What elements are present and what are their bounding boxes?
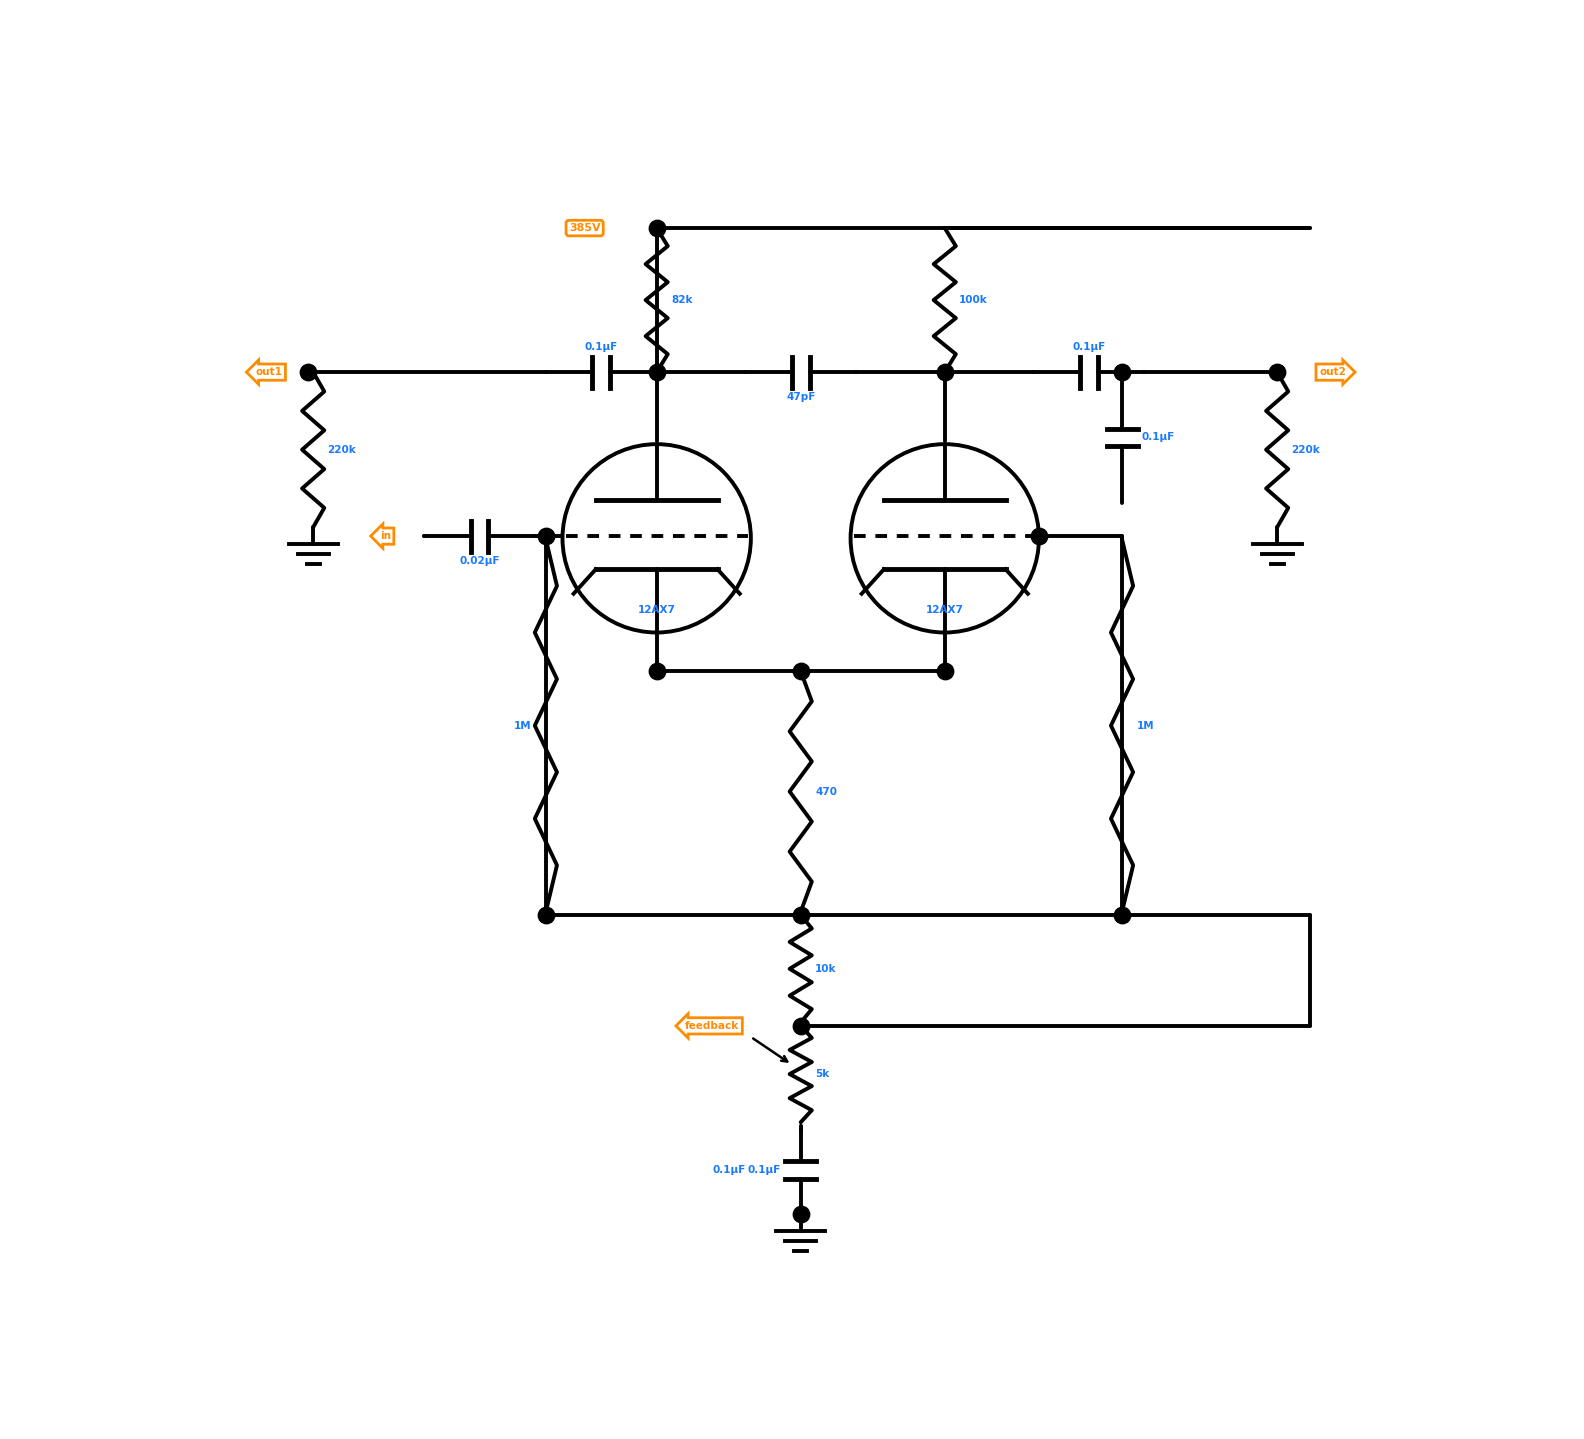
- Text: out2: out2: [1319, 367, 1346, 377]
- Point: [645, 216, 670, 239]
- Point: [645, 661, 670, 684]
- Text: 0.1μF: 0.1μF: [584, 342, 618, 353]
- Point: [1026, 525, 1052, 548]
- Text: 0.1μF: 0.1μF: [748, 1166, 781, 1174]
- Text: 47pF: 47pF: [786, 391, 816, 401]
- Point: [1264, 361, 1289, 384]
- Text: 82k: 82k: [672, 295, 692, 305]
- Point: [931, 361, 957, 384]
- Point: [645, 361, 670, 384]
- Point: [931, 661, 957, 684]
- Point: [534, 904, 559, 927]
- Text: 220k: 220k: [328, 445, 356, 455]
- Text: 100k: 100k: [960, 295, 988, 305]
- Point: [1109, 361, 1134, 384]
- Text: 5k: 5k: [816, 1069, 830, 1079]
- Text: out1: out1: [255, 367, 282, 377]
- Text: 385V: 385V: [569, 223, 600, 233]
- Text: 470: 470: [816, 787, 836, 797]
- Point: [1109, 904, 1134, 927]
- Point: [789, 904, 814, 927]
- Point: [534, 525, 559, 548]
- Point: [789, 1203, 814, 1226]
- Text: 12AX7: 12AX7: [638, 606, 676, 616]
- Text: 220k: 220k: [1291, 445, 1321, 455]
- Text: 1M: 1M: [513, 721, 532, 731]
- Text: feedback: feedback: [684, 1020, 740, 1030]
- Text: 0.1μF: 0.1μF: [713, 1166, 746, 1174]
- Point: [789, 661, 814, 684]
- Text: 12AX7: 12AX7: [925, 606, 963, 616]
- Text: 10k: 10k: [816, 964, 836, 974]
- Text: 1M: 1M: [1136, 721, 1155, 731]
- Text: 0.02μF: 0.02μF: [459, 555, 499, 566]
- Text: 0.1μF: 0.1μF: [1072, 342, 1106, 353]
- Point: [789, 1014, 814, 1038]
- Text: 0.1μF: 0.1μF: [1142, 433, 1175, 443]
- Text: in: in: [380, 531, 391, 541]
- Point: [295, 361, 320, 384]
